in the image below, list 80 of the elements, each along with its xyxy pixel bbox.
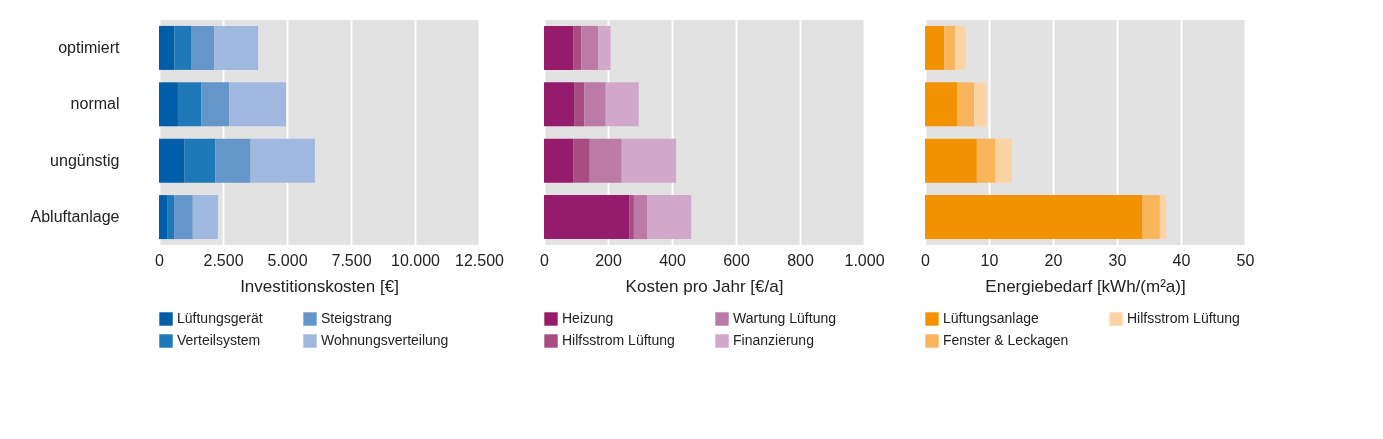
bar xyxy=(184,138,216,183)
bar xyxy=(159,138,185,183)
legend-label: Verteilsystem xyxy=(177,332,261,348)
bar xyxy=(191,25,215,70)
bar xyxy=(629,195,634,240)
legend-label: Wartung Lüftung xyxy=(733,310,836,326)
x-tick-label: 7.500 xyxy=(331,251,372,269)
bar xyxy=(633,195,648,240)
legend-label: Hilfsstrom Lüftung xyxy=(562,332,675,348)
bar xyxy=(1159,195,1167,240)
bar xyxy=(574,82,585,127)
x-tick-label: 1.000 xyxy=(844,251,885,269)
bar xyxy=(1142,195,1160,240)
legend-label: Lüftungsgerät xyxy=(177,310,263,326)
bar xyxy=(925,25,945,70)
bar xyxy=(174,25,191,70)
legend-label: Hilfsstrom Lüftung xyxy=(1127,310,1240,326)
legend-label: Steigstrang xyxy=(321,310,392,326)
bar xyxy=(215,138,251,183)
bar xyxy=(544,195,630,240)
bar xyxy=(159,195,168,240)
y-tick-label: Abluftanlage xyxy=(30,208,120,226)
y-tick-label: optimiert xyxy=(58,38,121,56)
bar xyxy=(598,25,611,70)
bar xyxy=(214,25,259,70)
bar xyxy=(621,138,677,183)
bar xyxy=(589,138,622,183)
x-axis-title: Kosten pro Jahr [€/a] xyxy=(625,276,784,296)
bar xyxy=(925,195,1143,240)
legend-label: Lüftungsanlage xyxy=(943,310,1039,326)
x-tick-label: 10 xyxy=(980,251,999,269)
bar xyxy=(925,82,957,127)
bar xyxy=(174,195,193,240)
bar xyxy=(605,82,639,127)
bar xyxy=(925,138,977,183)
bar xyxy=(229,82,286,127)
x-tick-label: 200 xyxy=(595,251,622,269)
bar xyxy=(167,195,175,240)
y-tick-label: normal xyxy=(70,95,120,113)
bar xyxy=(944,25,956,70)
bar xyxy=(192,195,218,240)
x-axis-title: Energiebedarf [kWh/(m²a)] xyxy=(985,276,1186,296)
y-tick-label: ungünstig xyxy=(50,151,120,169)
x-tick-label: 0 xyxy=(540,251,550,269)
x-axis-title: Investitionskosten [€] xyxy=(240,276,399,296)
bar xyxy=(976,138,996,183)
bar xyxy=(647,195,692,240)
legend-label: Fenster & Leckagen xyxy=(943,332,1069,348)
x-tick-label: 5.000 xyxy=(267,251,308,269)
x-tick-label: 800 xyxy=(787,251,814,269)
legend-label: Heizung xyxy=(562,310,614,326)
bar xyxy=(544,138,574,183)
bar xyxy=(544,25,574,70)
bar xyxy=(159,25,175,70)
legend-label: Finanzierung xyxy=(733,332,814,348)
x-tick-label: 0 xyxy=(155,251,165,269)
x-tick-label: 40 xyxy=(1172,251,1191,269)
bar xyxy=(159,82,178,127)
bar xyxy=(177,82,202,127)
bar xyxy=(957,82,975,127)
bar xyxy=(201,82,230,127)
bar xyxy=(544,82,575,127)
bar xyxy=(581,25,599,70)
x-tick-label: 12.500 xyxy=(455,251,505,269)
legend-label: Wohnungsverteilung xyxy=(321,332,449,348)
x-tick-label: 2.500 xyxy=(203,251,244,269)
x-tick-label: 600 xyxy=(723,251,750,269)
x-tick-label: 20 xyxy=(1044,251,1063,269)
bar xyxy=(955,25,966,70)
bar xyxy=(974,82,987,127)
x-tick-label: 0 xyxy=(921,251,931,269)
x-tick-label: 30 xyxy=(1108,251,1127,269)
bar xyxy=(573,138,590,183)
bar xyxy=(573,25,582,70)
bar xyxy=(995,138,1013,183)
x-tick-label: 10.000 xyxy=(391,251,441,269)
x-tick-label: 400 xyxy=(659,251,686,269)
x-tick-label: 50 xyxy=(1236,251,1255,269)
bar xyxy=(250,138,315,183)
bar xyxy=(584,82,606,127)
